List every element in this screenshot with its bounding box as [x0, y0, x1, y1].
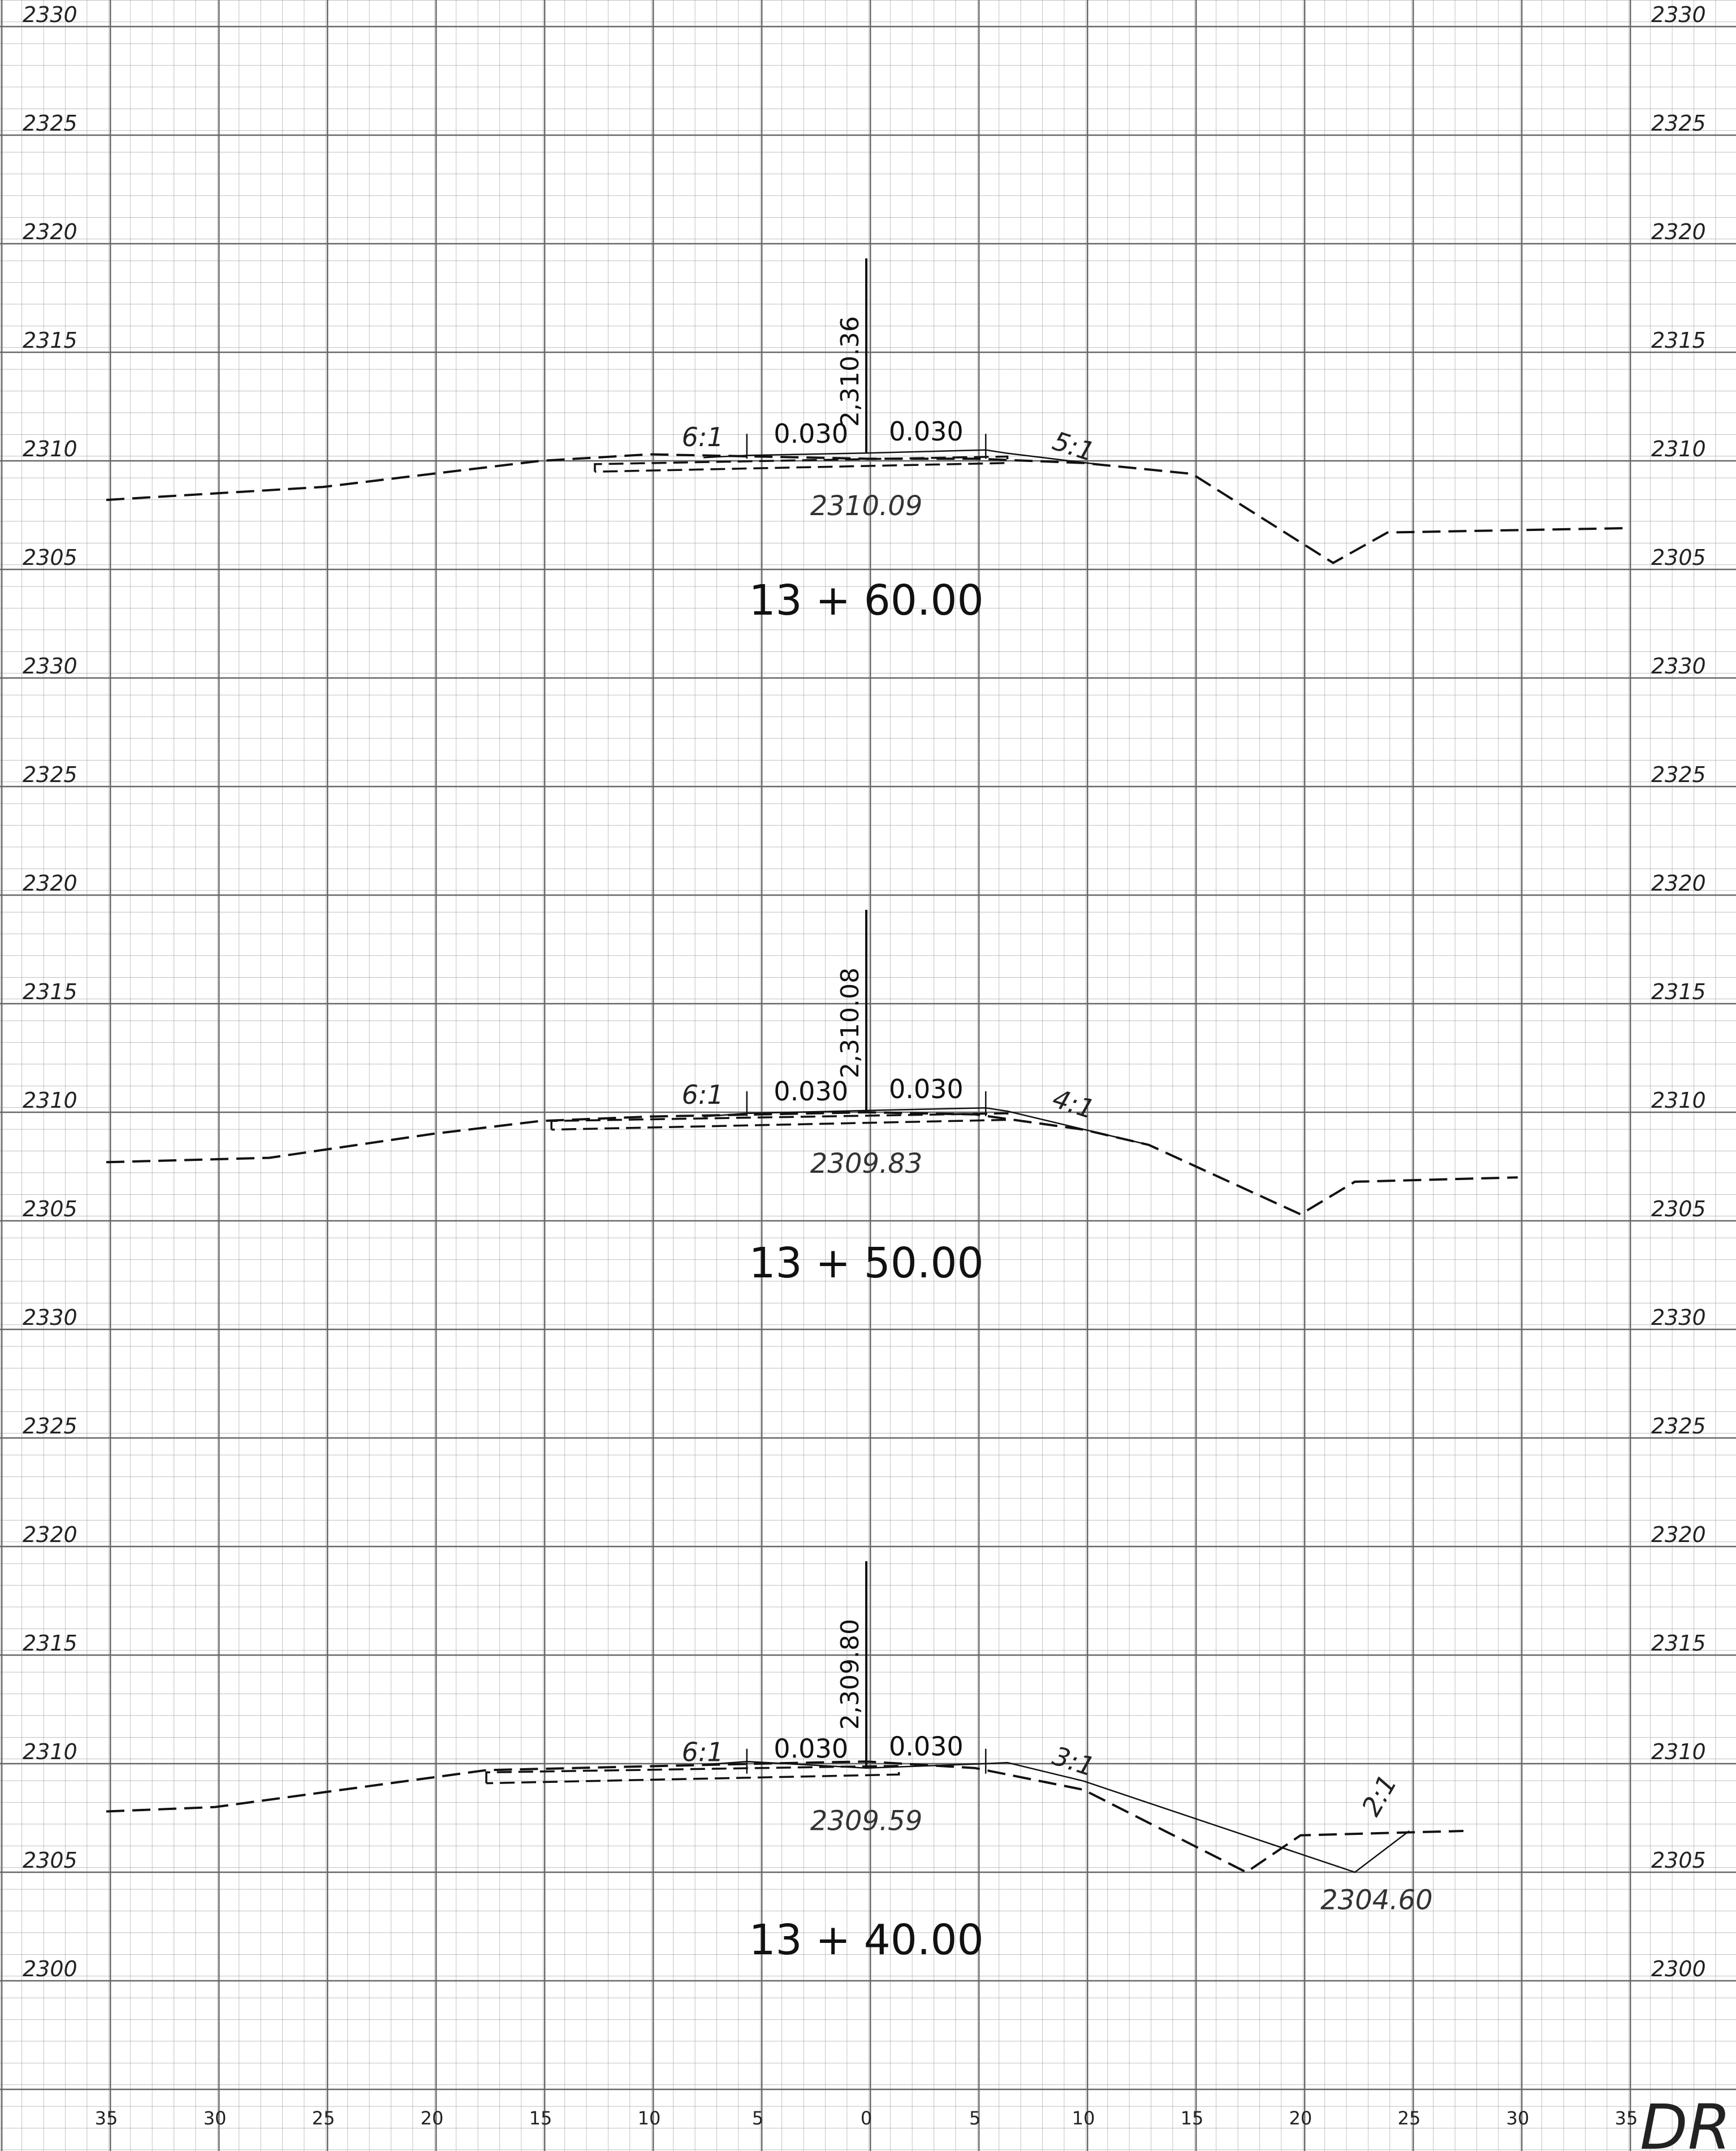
elevation-label-left: 2330 — [23, 654, 77, 679]
elevation-label-left: 2325 — [23, 111, 77, 136]
elevation-label-left: 2325 — [23, 762, 77, 787]
elevation-label-left: 2310 — [23, 1739, 77, 1764]
offset-label: 35 — [95, 2107, 118, 2129]
elevation-label-left: 2310 — [23, 1088, 77, 1113]
offset-label: 25 — [312, 2107, 335, 2129]
offset-label: 15 — [1181, 2107, 1204, 2129]
elevation-label-left: 2320 — [23, 871, 77, 896]
elevation-label-left: 2320 — [23, 1522, 77, 1547]
ditch-elevation: 2304.60 — [1320, 1884, 1433, 1916]
offset-label: 30 — [1506, 2107, 1530, 2129]
proposed-grade-line — [703, 1107, 1149, 1146]
elevation-label-left: 2315 — [23, 1631, 77, 1656]
elevation-label-left: 2310 — [23, 437, 77, 461]
offset-label: 30 — [204, 2107, 227, 2129]
cross-section: 2330 2330 2325 2325 2320 2320 2315 2315 2310 2310… — [23, 1305, 1706, 1981]
elevation-label-right: 2310 — [1651, 1088, 1706, 1113]
elevation-label-right: 2325 — [1651, 1414, 1706, 1439]
elevation-label-right: 2320 — [1651, 1522, 1706, 1547]
cross-slope-left: 0.030 — [774, 418, 848, 449]
elevation-label-right: 2310 — [1651, 437, 1706, 461]
elevation-label-left: 2305 — [23, 1197, 77, 1221]
subgrade-line — [594, 455, 1009, 473]
elevation-label-left: 2300 — [23, 1956, 77, 1981]
cross-slope-right: 0.030 — [889, 1074, 964, 1104]
subgrade-elevation: 2310.09 — [810, 490, 923, 522]
centerline-elevation: 2,309.80 — [836, 1619, 865, 1730]
elevation-label-left: 2315 — [23, 328, 77, 353]
station-label: 13 + 40.00 — [749, 1916, 983, 1964]
cross-slope-right: 0.030 — [889, 1731, 964, 1762]
cross-section: 2330 2330 2325 2325 2320 2320 2315 2315 2310 2310… — [23, 2, 1706, 625]
elevation-label-left: 2315 — [23, 979, 77, 1004]
elevation-label-left: 2305 — [23, 1848, 77, 1873]
centerline-elevation: 2,310.36 — [836, 316, 865, 427]
subgrade-elevation: 2309.83 — [810, 1148, 923, 1180]
existing-ground-line — [106, 1111, 1518, 1216]
elevation-label-right: 2315 — [1651, 1631, 1706, 1656]
offset-label: 10 — [638, 2107, 661, 2129]
offset-label: 10 — [1072, 2107, 1095, 2129]
cross-slope-left: 0.030 — [774, 1076, 848, 1107]
offset-label: 5 — [752, 2107, 763, 2129]
elevation-label-left: 2330 — [23, 1305, 77, 1330]
elevation-label-right: 2330 — [1651, 2, 1706, 27]
elevation-label-right: 2325 — [1651, 111, 1706, 136]
elevation-label-right: 2305 — [1651, 1197, 1706, 1221]
elevation-label-left: 2325 — [23, 1414, 77, 1439]
subgrade-line — [550, 1112, 1009, 1131]
offset-label: 5 — [969, 2107, 981, 2129]
subgrade-elevation: 2309.59 — [810, 1806, 923, 1837]
offset-label: 25 — [1398, 2107, 1421, 2129]
subgrade-line — [485, 1765, 900, 1785]
side-slope-left: 6:1 — [682, 422, 724, 452]
elevation-label-right: 2310 — [1651, 1739, 1706, 1764]
elevation-label-right: 2305 — [1651, 545, 1706, 570]
offset-label: 35 — [1615, 2107, 1638, 2129]
elevation-label-right: 2320 — [1651, 219, 1706, 244]
elevation-label-left: 2320 — [23, 219, 77, 244]
elevation-label-right: 2300 — [1651, 1956, 1706, 1981]
elevation-label-right: 2330 — [1651, 654, 1706, 679]
elevation-label-right: 2315 — [1651, 328, 1706, 353]
offset-label: 20 — [421, 2107, 444, 2129]
station-label: 13 + 60.00 — [749, 576, 983, 625]
station-label: 13 + 50.00 — [749, 1239, 983, 1288]
centerline-elevation: 2,310.08 — [836, 967, 865, 1078]
offset-label: 15 — [529, 2107, 552, 2129]
existing-ground-line — [106, 1760, 1464, 1874]
offset-label: 0 — [861, 2107, 872, 2129]
elevation-label-left: 2305 — [23, 545, 77, 570]
elevation-label-right: 2315 — [1651, 979, 1706, 1004]
elevation-label-right: 2325 — [1651, 762, 1706, 787]
proposed-grade-line — [703, 1760, 1410, 1873]
side-slope-left: 6:1 — [682, 1737, 724, 1768]
offset-label: 20 — [1289, 2107, 1312, 2129]
cross-slope-left: 0.030 — [774, 1734, 848, 1764]
sheet-title: DR — [1640, 2091, 1731, 2151]
elevation-label-right: 2305 — [1651, 1848, 1706, 1873]
cross-section: 2330 2330 2325 2325 2320 2320 2315 2315 2310 2310… — [23, 654, 1706, 1288]
elevation-label-right: 2330 — [1651, 1305, 1706, 1330]
cross-slope-right: 0.030 — [889, 416, 964, 447]
side-slope-left: 6:1 — [682, 1079, 724, 1110]
proposed-grade-line — [703, 449, 1105, 466]
elevation-label-right: 2320 — [1651, 871, 1706, 896]
elevation-label-left: 2330 — [23, 2, 77, 27]
sections-layer: 2330 2330 2325 2325 2320 2320 2315 2315 2310 2310… — [23, 2, 1706, 1981]
offset-axis: 35 30 25 20 15 10 5 0 5 10 15 20 25 30 35 — [95, 2107, 1638, 2129]
